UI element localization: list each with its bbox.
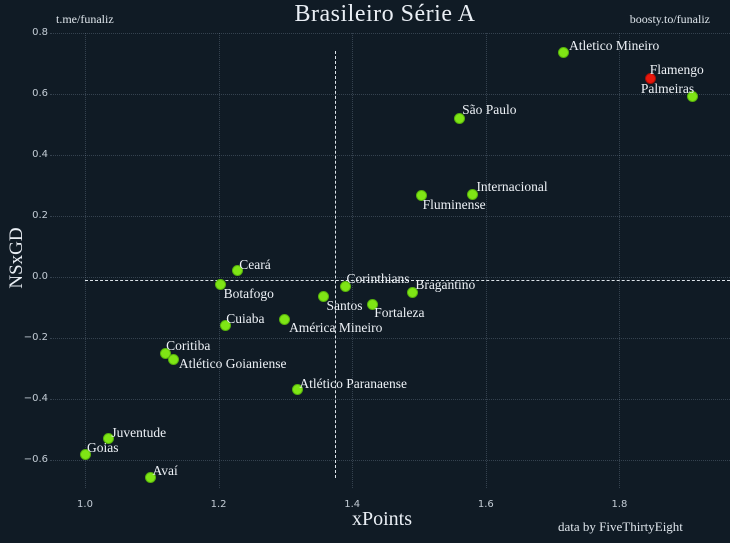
point-label: Goias (87, 440, 119, 456)
y-tick-label: 0.6 (32, 87, 48, 99)
point-label: Atlético Paranaense (299, 375, 407, 391)
point-label: Cuiaba (226, 310, 265, 326)
data-point (168, 353, 180, 365)
point-label: América Mineiro (289, 319, 383, 335)
y-tick-label: −0.4 (23, 393, 48, 405)
x-gridline (218, 33, 220, 488)
y-gridline (50, 277, 730, 278)
y-tick-label: −0.6 (23, 454, 48, 466)
point-label: Internacional (476, 178, 548, 194)
point-label: Ceará (239, 256, 271, 272)
data-point (231, 265, 243, 277)
point-label: Flamengo (649, 62, 704, 78)
point-label: Atlético Goianiense (178, 356, 287, 372)
data-point (558, 47, 570, 59)
x-tick-label: 1.4 (344, 499, 361, 510)
y-gridline (50, 93, 730, 95)
data-point (416, 189, 428, 201)
point-label: Fortaleza (374, 305, 425, 321)
y-gridline (50, 460, 730, 462)
y-gridline (50, 215, 730, 217)
point-label: Santos (326, 297, 363, 313)
x-tick-label: 1.8 (611, 499, 628, 510)
point-label: Atletico Mineiro (568, 37, 660, 53)
data-point (144, 471, 156, 483)
watermark-left: t.me/funaliz (56, 12, 114, 26)
x-tick-label: 1.0 (77, 499, 93, 510)
data-point (687, 91, 699, 103)
y-tick-label: 0.0 (32, 271, 48, 282)
point-label: Avaí (152, 463, 178, 479)
y-gridline (50, 32, 730, 34)
point-label: São Paulo (462, 102, 517, 118)
x-gridline (85, 33, 86, 488)
data-point (466, 189, 478, 201)
watermark-right: boosty.to/funaliz (629, 12, 710, 26)
point-label: Bragantino (415, 277, 476, 293)
y-tick-label: 0.8 (32, 26, 48, 38)
data-point (340, 280, 352, 292)
data-point (645, 72, 657, 84)
data-point (366, 298, 378, 310)
data-credit: data by FiveThirtyEight (558, 519, 683, 534)
data-point (317, 291, 329, 303)
data-point (406, 286, 418, 298)
data-point (102, 433, 114, 445)
y-tick-label: −0.2 (23, 332, 48, 344)
mean-line-horizontal (85, 280, 730, 282)
data-point (215, 279, 227, 291)
point-label: Fluminense (422, 197, 486, 213)
point-label: Botafogo (223, 285, 274, 301)
x-gridline (352, 33, 354, 488)
x-gridline (485, 33, 487, 488)
data-point (278, 314, 290, 326)
point-label: Coritiba (166, 338, 211, 354)
data-point (79, 448, 91, 460)
x-axis-label: xPoints (352, 508, 413, 530)
data-point (219, 320, 231, 332)
chart-title: Brasileiro Série A (294, 1, 476, 27)
data-point (453, 112, 465, 124)
y-gridline (50, 338, 730, 340)
y-tick-label: 0.4 (32, 148, 48, 160)
x-tick-label: 1.2 (210, 499, 227, 510)
data-point (159, 347, 171, 359)
x-gridline (619, 33, 621, 488)
point-label: Palmeiras (640, 80, 695, 96)
point-label: Corinthians (346, 271, 410, 287)
data-point (291, 384, 303, 396)
y-gridline (50, 399, 730, 401)
x-tick-label: 1.6 (477, 499, 494, 510)
y-gridline (50, 154, 730, 156)
point-label: Juventude (111, 424, 167, 440)
mean-line-vertical (334, 51, 336, 478)
y-tick-label: 0.2 (32, 209, 48, 221)
